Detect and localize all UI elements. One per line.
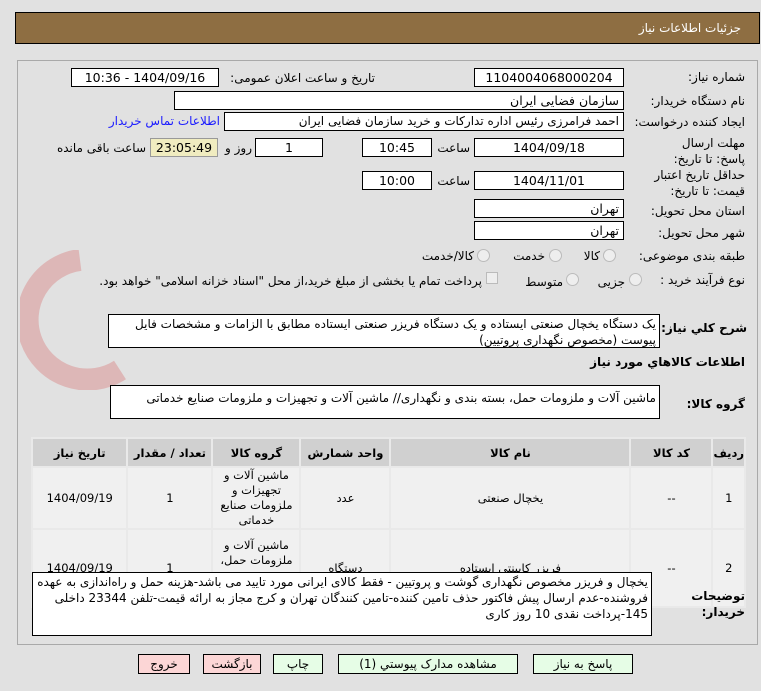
- category-radio-goods[interactable]: [603, 249, 616, 262]
- col-header-name: نام کالا: [391, 439, 630, 466]
- creator-field: احمد فرامرزی رئیس اداره تدارکات و خرید س…: [224, 112, 624, 131]
- process-option-medium: متوسط: [525, 275, 563, 289]
- category-radio-both[interactable]: [477, 249, 490, 262]
- validity-label: حداقل تاریخ اعتبار قیمت: تا تاریخ:: [654, 168, 745, 198]
- print-button[interactable]: چاپ: [273, 654, 323, 674]
- notes-label: توضیحات خریدار:: [691, 589, 745, 619]
- validity-time-field: 10:00: [362, 171, 432, 190]
- process-option-minor: جزیی: [597, 275, 625, 289]
- notes-field: یخچال و فریزر مخصوص نگهداری گوشت و پروتی…: [32, 572, 652, 636]
- cell-qty: 1: [128, 468, 212, 528]
- col-header-date: تاریخ نیاز: [33, 439, 127, 466]
- process-label: نوع فرآیند خرید :: [660, 273, 745, 287]
- category-radio-service[interactable]: [549, 249, 562, 262]
- buyer-org-label: نام دستگاه خریدار:: [650, 94, 746, 108]
- cell-row: 1: [713, 468, 744, 528]
- deadline-time-field: 10:45: [362, 138, 432, 157]
- col-header-code: کد کالا: [631, 439, 712, 466]
- description-label: شرح کلي نياز:: [661, 321, 747, 335]
- back-button[interactable]: بازگشت: [203, 654, 261, 674]
- remaining-label: ساعت باقی مانده: [56, 141, 146, 155]
- cell-group: ماشین آلات و تجهیزات و ملزومات صنایع خدم…: [213, 468, 300, 528]
- watermark-logo: [20, 250, 126, 390]
- cell-unit: عدد: [301, 468, 390, 528]
- province-field: تهران: [474, 199, 624, 218]
- category-label: طبقه بندی موضوعی:: [638, 249, 745, 263]
- remaining-time-field: 23:05:49: [150, 138, 218, 157]
- col-header-unit: واحد شمارش: [301, 439, 390, 466]
- city-label: شهر محل تحویل:: [658, 226, 745, 240]
- province-label: استان محل تحویل:: [650, 204, 745, 218]
- validity-time-label: ساعت: [437, 174, 470, 188]
- contact-info-link[interactable]: اطلاعات تماس خریدار: [108, 114, 220, 128]
- goods-info-title: اطلاعات کالاهاي مورد نياز: [590, 355, 745, 369]
- goods-group-field: ماشین آلات و ملزومات حمل، بسته بندی و نگ…: [110, 385, 660, 419]
- announce-label: تاریخ و ساعت اعلان عمومی:: [230, 71, 375, 85]
- description-field: یک دستگاه یخچال صنعتی ایستاده و یک دستگا…: [108, 314, 660, 348]
- cell-code: --: [631, 468, 712, 528]
- col-header-group: گروه کالا: [213, 439, 300, 466]
- cell-row: 2: [713, 530, 744, 606]
- col-header-row: ردیف: [713, 439, 744, 466]
- days-label: روز و: [225, 141, 252, 155]
- validity-date-field: 1404/11/01: [474, 171, 624, 190]
- cell-name: یخچال صنعتی: [391, 468, 630, 528]
- deadline-date-field: 1404/09/18: [474, 138, 624, 157]
- process-radio-medium[interactable]: [566, 273, 579, 286]
- deadline-time-label: ساعت: [437, 141, 470, 155]
- need-number-label: شماره نیاز:: [688, 70, 745, 84]
- cell-date: 1404/09/19: [33, 468, 127, 528]
- buyer-org-field: سازمان فضایی ایران: [174, 91, 624, 110]
- city-field: تهران: [474, 221, 624, 240]
- category-option-goods: کالا: [583, 249, 600, 263]
- page-header: جزئیات اطلاعات نیاز: [15, 12, 760, 44]
- exit-button[interactable]: خروج: [138, 654, 190, 674]
- category-option-both: کالا/خدمت: [421, 249, 474, 263]
- treasury-note: پرداخت تمام یا بخشی از مبلغ خرید،از محل …: [99, 274, 482, 288]
- col-header-qty: تعداد / مقدار: [128, 439, 212, 466]
- deadline-label: مهلت ارسال پاسخ: تا تاریخ:: [673, 136, 745, 166]
- reply-button[interactable]: پاسخ به نیاز: [533, 654, 633, 674]
- treasury-checkbox[interactable]: [486, 272, 498, 284]
- days-field: 1: [255, 138, 323, 157]
- category-option-service: خدمت: [513, 249, 545, 263]
- need-number-field: 1104004068000204: [474, 68, 624, 87]
- table-row: 1 -- یخچال صنعتی عدد ماشین آلات و تجهیزا…: [33, 468, 744, 528]
- process-radio-minor[interactable]: [629, 273, 642, 286]
- details-panel: [17, 60, 758, 645]
- creator-label: ایجاد کننده درخواست:: [634, 115, 745, 129]
- goods-group-label: گروه کالا:: [686, 397, 745, 411]
- view-attachments-button[interactable]: مشاهده مدارک پیوستي (1): [338, 654, 518, 674]
- announce-field: 1404/09/16 - 10:36: [71, 68, 219, 87]
